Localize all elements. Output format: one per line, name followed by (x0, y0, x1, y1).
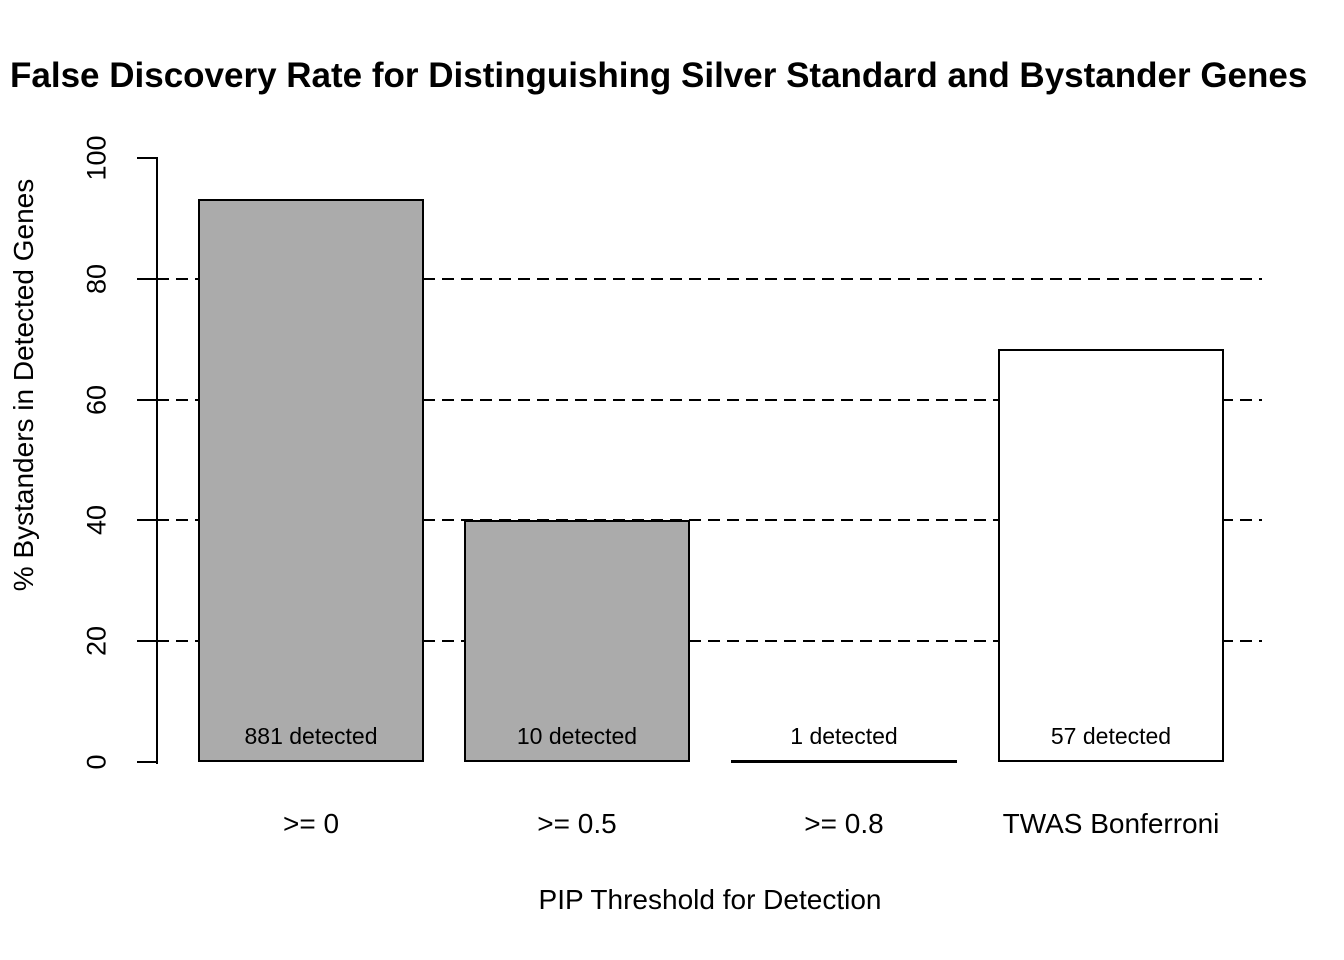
y-tick-label-0: 0 (81, 754, 112, 770)
y-tick-40 (137, 519, 157, 521)
chart-title: False Discovery Rate for Distinguishing … (10, 56, 1308, 95)
y-tick-label-40: 40 (81, 504, 112, 536)
y-tick-label-20: 20 (81, 625, 112, 657)
category-label-1: >= 0.5 (537, 808, 617, 839)
bar-1 (464, 520, 690, 762)
bar-2 (731, 760, 957, 763)
y-tick-20 (137, 640, 157, 642)
y-tick-80 (137, 278, 157, 280)
gridline-20 (157, 640, 1262, 642)
y-axis-label: % Bystanders in Detected Genes (8, 178, 39, 592)
y-tick-label-100: 100 (81, 135, 112, 181)
gridline-40 (157, 519, 1262, 521)
bar-3 (998, 349, 1224, 762)
category-label-3: TWAS Bonferroni (1002, 808, 1220, 839)
y-tick-label-80: 80 (81, 263, 112, 295)
bar-count-label-1: 10 detected (516, 723, 638, 749)
y-tick-0 (137, 761, 157, 763)
gridline-60 (157, 399, 1262, 401)
gridline-80 (157, 278, 1262, 280)
y-tick-label-60: 60 (81, 384, 112, 416)
category-label-0: >= 0 (282, 808, 340, 839)
bar-count-label-2: 1 detected (790, 723, 898, 749)
x-axis-label: PIP Threshold for Detection (538, 884, 882, 915)
bar-0 (198, 199, 424, 762)
bar-count-label-0: 881 detected (244, 723, 378, 749)
bar-count-label-3: 57 detected (1050, 723, 1172, 749)
y-tick-100 (137, 157, 157, 159)
category-label-2: >= 0.8 (804, 808, 884, 839)
y-axis-line (156, 157, 158, 764)
y-tick-60 (137, 399, 157, 401)
